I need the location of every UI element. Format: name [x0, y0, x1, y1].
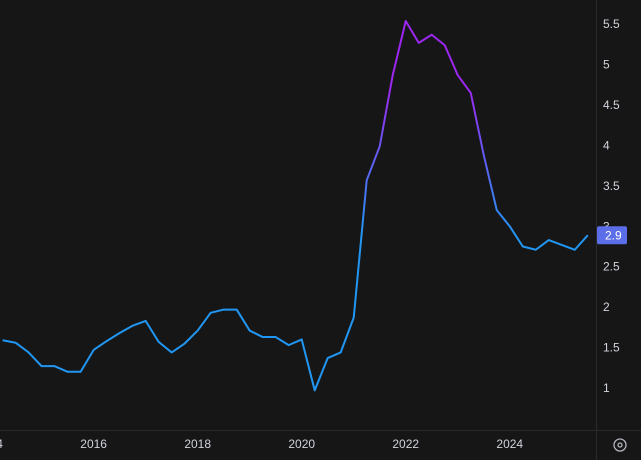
- x-tick-label: 2024: [496, 437, 523, 451]
- x-tick-label: 2014: [0, 437, 3, 451]
- y-tick-label: 4: [603, 138, 610, 152]
- y-tick-label: 2: [603, 300, 610, 314]
- y-tick-label: 4.5: [603, 98, 620, 112]
- x-tick-label: 2016: [80, 437, 107, 451]
- last-value-box: [597, 226, 627, 245]
- x-tick-label: 2022: [392, 437, 419, 451]
- settings-ring[interactable]: [613, 438, 627, 452]
- settings-core[interactable]: [617, 442, 623, 448]
- data-line: [2, 20, 589, 392]
- y-tick-label: 3.5: [603, 179, 620, 193]
- x-tick-label: 2018: [184, 437, 211, 451]
- y-tick-label: 5: [603, 58, 610, 72]
- y-tick-label: 5.5: [603, 17, 620, 31]
- settings-icon[interactable]: [613, 438, 627, 452]
- y-tick-label: 1.5: [603, 341, 620, 355]
- x-tick-label: 2020: [288, 437, 315, 451]
- y-tick-label: 2.5: [603, 260, 620, 274]
- y-tick-label: 1: [603, 381, 610, 395]
- last-value-label: 2.9: [605, 228, 622, 242]
